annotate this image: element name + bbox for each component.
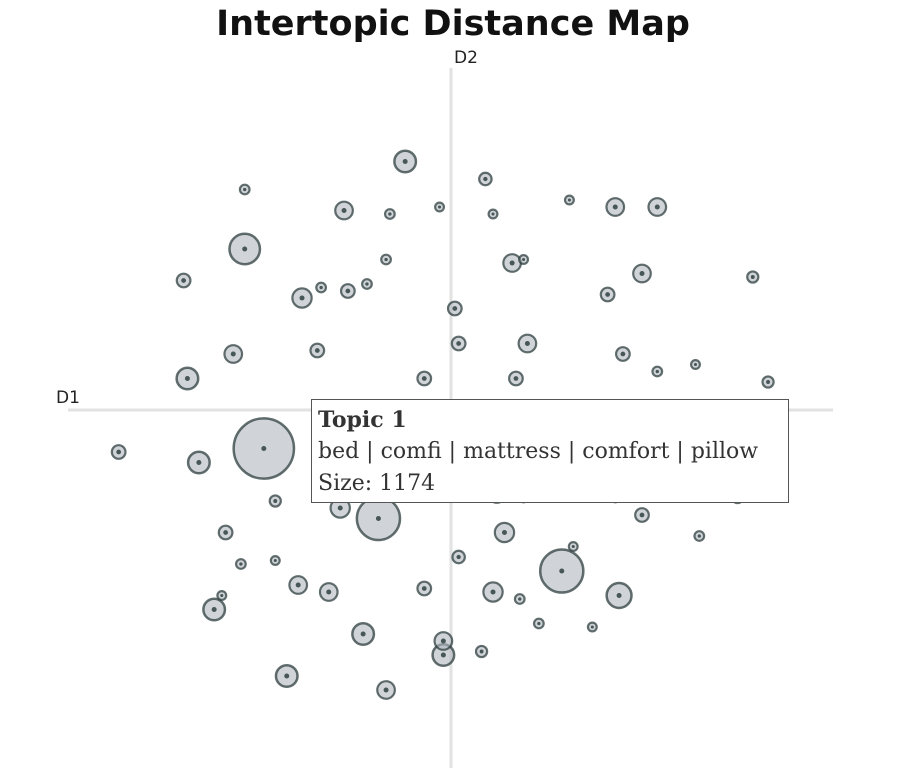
topic-bubble-center (490, 589, 496, 595)
topic-bubble-center (388, 212, 392, 216)
topic-bubble-center (284, 673, 290, 679)
topic-bubble-center (456, 554, 461, 560)
topic-bubble-center (440, 652, 446, 658)
tooltip-words: bed | comfi | mattress | comfort | pillo… (318, 439, 759, 464)
topic-bubble-center (116, 449, 122, 455)
topic-bubble-center (314, 348, 320, 353)
topic-bubble-center (693, 362, 698, 367)
topic-bubble-center (196, 460, 202, 465)
topic-bubble-center (295, 582, 301, 588)
tooltip-size: Size: 1174 (318, 471, 436, 496)
topic-bubble-center (421, 586, 427, 591)
topic-bubble-center (456, 341, 462, 346)
topic-bubble-center (479, 649, 484, 654)
topic-bubble-center (501, 530, 507, 535)
topic-bubble-center (181, 278, 186, 283)
topic-bubble-center (537, 621, 541, 626)
topic-bubble-center (211, 607, 217, 612)
topic-bubble-center (365, 282, 369, 286)
topic-bubble-center (384, 257, 388, 262)
topic-bubble-center (421, 376, 427, 381)
topic-bubble-center (273, 558, 277, 563)
topic-bubble-center (518, 597, 522, 601)
topic-bubble-center (299, 295, 305, 301)
topic-bubble-center (612, 204, 618, 210)
topic-bubble-center (524, 341, 530, 346)
x-axis-label: D1 (56, 388, 80, 408)
topic-bubble-center (223, 530, 229, 535)
topic-bubble-center (345, 288, 351, 294)
topic-bubble-center (639, 512, 645, 518)
topic-bubble-center (697, 534, 701, 538)
topic-bubble-center (452, 306, 458, 311)
topic-bubble-center (273, 499, 278, 503)
topic-bubble-center (220, 593, 224, 598)
topic-bubble-center (337, 505, 343, 511)
topic-bubble-center (571, 544, 575, 549)
y-axis-label: D2 (454, 48, 478, 68)
topic-bubble-center (491, 212, 495, 216)
topic-bubble-center (590, 625, 594, 629)
topic-bubble-center (654, 204, 660, 210)
topic-bubble-center (239, 562, 243, 566)
topic-bubble-center (375, 516, 381, 521)
topic-bubble-center (639, 271, 645, 276)
chart-title: Intertopic Distance Map (216, 4, 690, 44)
tooltip-title: Topic 1 (318, 407, 407, 433)
topic-bubble-center (383, 687, 389, 693)
topic-bubble-center (341, 208, 347, 213)
topic-bubble-center (243, 187, 247, 192)
topic-bubble-center (522, 257, 526, 262)
topic-bubble-center (438, 205, 442, 209)
topic-bubble-center (567, 198, 571, 202)
topic-bubble-center (319, 285, 323, 290)
topic-bubble-center (559, 568, 565, 574)
topic-bubble-center (616, 593, 622, 598)
topic-bubble-center (766, 380, 771, 384)
topic-bubble-center (440, 638, 446, 644)
topic-bubble-center (750, 275, 755, 279)
topic-bubble-center (242, 246, 248, 252)
topic-bubble-center (230, 351, 236, 357)
topic-bubble-center (402, 159, 408, 164)
topic-bubble-center (509, 260, 515, 266)
topic-bubble-center (360, 631, 366, 637)
topic-bubble-center (326, 589, 332, 595)
topic-bubble-center (620, 351, 626, 357)
topic-bubble-center (483, 176, 488, 182)
topic-bubble-center (655, 369, 659, 374)
topic-bubble-center (184, 376, 190, 381)
topic-bubble-center (261, 446, 267, 451)
topic-bubble-center (605, 292, 611, 297)
topic-tooltip: Topic 1 bed | comfi | mattress | comfort… (311, 399, 789, 503)
topic-bubble-center (513, 376, 519, 381)
topic-bubbles (110, 149, 775, 700)
